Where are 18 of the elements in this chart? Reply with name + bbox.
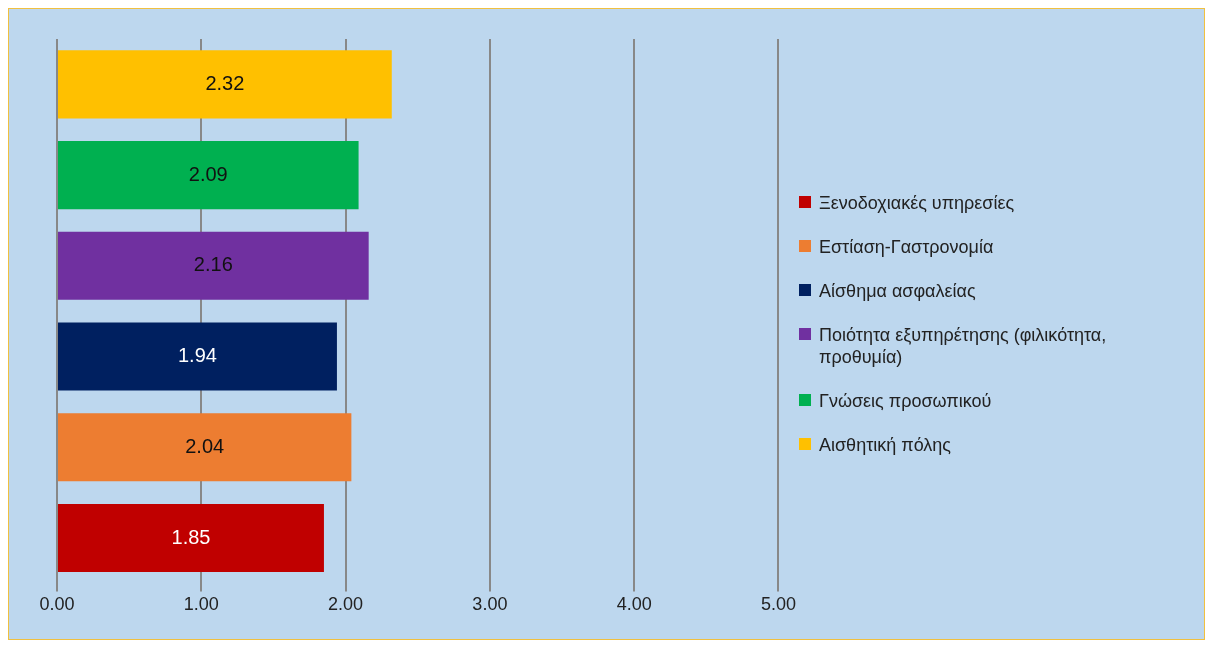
legend-label: Γνώσεις προσωπικού (819, 390, 992, 412)
x-tick-label: 0.00 (39, 594, 75, 615)
data-label: 2.04 (185, 434, 225, 457)
legend-label: Εστίαση-Γαστρονομία (819, 236, 994, 258)
x-tick-label: 3.00 (472, 594, 508, 615)
x-tick-label: 5.00 (760, 594, 797, 615)
data-label: 1.85 (171, 525, 211, 548)
x-tick-label: 1.00 (183, 594, 219, 615)
legend-label: Ποιότητα εξυπηρέτησης (φιλικότητα, προθυμία) (819, 324, 1108, 368)
data-label: 2.16 (193, 253, 233, 276)
legend-label: Αίσθημα ασφαλείας (819, 280, 976, 302)
legend-label: Αισθητική πόλης (819, 434, 952, 456)
data-label: 1.94 (178, 344, 217, 367)
data-label: 2.32 (205, 71, 245, 94)
data-label: 2.09 (188, 162, 228, 185)
legend-label: Ξενοδοχιακές υπηρεσίες (819, 192, 1015, 214)
x-tick-label: 2.00 (328, 594, 364, 615)
x-tick-label: 4.00 (616, 594, 652, 615)
